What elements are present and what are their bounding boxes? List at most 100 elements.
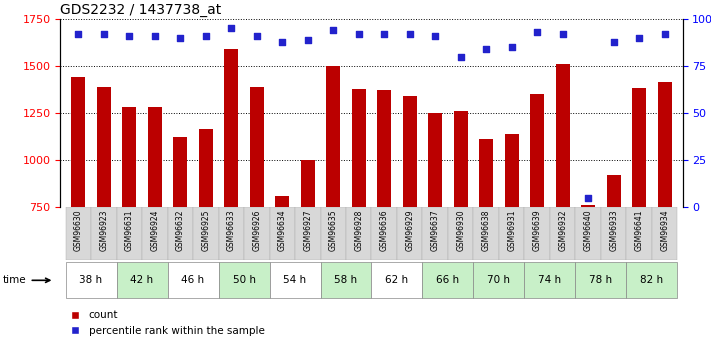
Bar [479,139,493,207]
Bar [269,207,295,260]
Point [353,31,365,37]
Point [277,39,288,44]
Point [608,39,619,44]
Text: 78 h: 78 h [589,275,613,285]
Bar [601,207,626,260]
Text: GSM96931: GSM96931 [507,210,516,251]
Text: GSM96924: GSM96924 [150,210,159,251]
Point [149,33,161,39]
Text: GSM96636: GSM96636 [380,210,389,251]
Bar [168,263,218,298]
Bar [448,207,474,260]
Bar [428,113,442,207]
Bar [581,205,595,207]
Text: GSM96929: GSM96929 [405,210,415,251]
Bar [148,107,162,207]
Bar [505,134,519,207]
Text: GSM96633: GSM96633 [227,210,236,251]
Bar [193,207,218,260]
Text: 42 h: 42 h [130,275,154,285]
Text: 70 h: 70 h [488,275,510,285]
Bar [658,82,672,207]
Point [302,37,314,42]
Bar [295,207,321,260]
Text: 38 h: 38 h [80,275,102,285]
Bar [525,263,575,298]
Bar [244,207,269,260]
Bar [224,49,238,207]
Text: 50 h: 50 h [232,275,255,285]
Bar [474,207,499,260]
Text: GSM96632: GSM96632 [176,210,185,251]
Bar [626,263,678,298]
Bar [218,207,244,260]
Bar [301,160,315,207]
Text: GSM96928: GSM96928 [354,210,363,251]
Text: 58 h: 58 h [334,275,358,285]
Bar [346,207,371,260]
Text: 82 h: 82 h [641,275,663,285]
Text: 74 h: 74 h [538,275,562,285]
Point [659,31,670,37]
Text: GSM96923: GSM96923 [100,210,108,251]
Text: GDS2232 / 1437738_at: GDS2232 / 1437738_at [60,2,222,17]
Point [328,28,339,33]
Bar [575,207,601,260]
Bar [352,89,365,207]
Bar [218,263,269,298]
Bar [122,107,137,207]
Bar [65,263,117,298]
Bar [269,263,321,298]
Bar [97,87,111,207]
Point [532,29,543,35]
Text: GSM96932: GSM96932 [558,210,567,251]
Bar [499,207,525,260]
Point [404,31,415,37]
Text: GSM96925: GSM96925 [201,210,210,251]
Point [582,195,594,200]
Text: 66 h: 66 h [437,275,459,285]
Point [378,31,390,37]
Point [98,31,109,37]
Bar [422,263,474,298]
Bar [199,129,213,207]
Bar [168,207,193,260]
Text: GSM96930: GSM96930 [456,210,465,251]
Point [73,31,84,37]
Point [175,35,186,40]
Bar [550,207,575,260]
Bar [606,175,621,207]
Bar [632,88,646,207]
Text: GSM96631: GSM96631 [124,210,134,251]
Point [634,35,645,40]
Point [429,33,441,39]
Text: 46 h: 46 h [181,275,205,285]
Bar [371,207,397,260]
Text: GSM96934: GSM96934 [661,210,669,251]
Text: GSM96640: GSM96640 [584,210,593,251]
Bar [91,207,117,260]
Text: time: time [3,275,50,285]
Point [481,46,492,52]
Bar [652,207,678,260]
Bar [321,207,346,260]
Bar [71,77,85,207]
Bar [321,263,371,298]
Bar [65,207,91,260]
Bar [575,263,626,298]
Bar [530,94,544,207]
Bar [142,207,168,260]
Point [225,26,237,31]
Bar [525,207,550,260]
Text: GSM96630: GSM96630 [74,210,82,251]
Text: GSM96635: GSM96635 [328,210,338,251]
Point [455,54,466,59]
Bar [422,207,448,260]
Point [124,33,135,39]
Bar [626,207,652,260]
Bar [250,87,264,207]
Bar [454,111,468,207]
Text: 62 h: 62 h [385,275,409,285]
Bar [371,263,422,298]
Text: GSM96933: GSM96933 [609,210,619,251]
